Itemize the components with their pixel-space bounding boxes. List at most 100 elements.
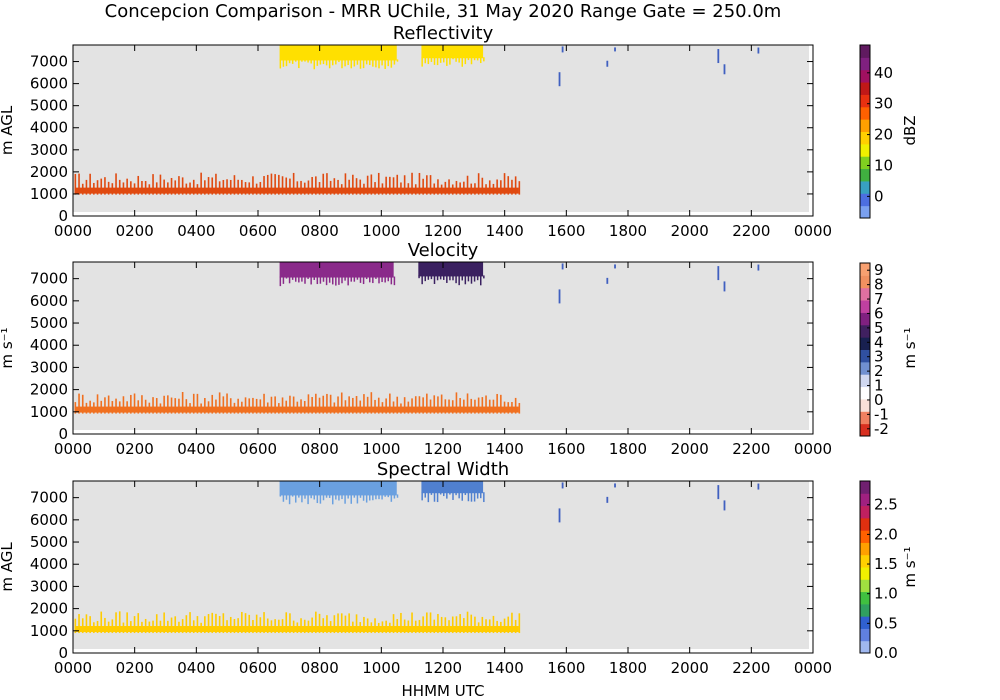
echo-streak — [291, 276, 294, 280]
band-streak — [485, 184, 487, 195]
echo-streak — [298, 494, 300, 498]
x-tick-label: 2000 — [671, 659, 709, 677]
band-streak — [433, 183, 436, 195]
colorbar-segment — [860, 193, 870, 207]
colorbar-tick-label: 2 — [874, 362, 884, 380]
band-streak — [448, 620, 450, 634]
band-streak — [303, 619, 306, 634]
band-streak — [215, 399, 217, 414]
echo-streak — [446, 57, 448, 66]
band-streak — [115, 612, 117, 634]
band-streak — [204, 616, 206, 634]
y-tick-label: 0 — [58, 425, 68, 443]
band-streak — [167, 620, 169, 634]
echo-streak — [359, 494, 362, 498]
band-streak — [433, 395, 436, 414]
band-streak — [333, 178, 336, 195]
band-streak — [511, 179, 513, 195]
band-streak — [107, 181, 110, 195]
colorbar-tick-label: 2.0 — [874, 525, 898, 543]
band-streak — [422, 397, 424, 414]
x-tick-label: 0000 — [54, 659, 92, 677]
echo-streak — [381, 276, 383, 283]
colorbar-frame — [859, 44, 871, 219]
band-streak — [285, 400, 288, 414]
band-streak — [355, 396, 358, 414]
echo-streak — [384, 494, 386, 497]
band-streak — [481, 616, 484, 634]
band-streak — [385, 620, 387, 634]
echo-streak — [473, 275, 476, 282]
echo-streak — [279, 276, 282, 287]
echo-streak — [433, 492, 436, 502]
band-streak — [414, 620, 417, 634]
band-streak — [448, 179, 450, 195]
band-streak — [211, 177, 214, 195]
band-streak — [185, 615, 188, 634]
colorbar-segment — [860, 119, 870, 132]
upper-echo — [421, 481, 484, 494]
x-tick-label: 1000 — [362, 659, 400, 677]
echo-streak — [310, 494, 312, 499]
echo-streak — [424, 275, 426, 282]
y-tick-label: 5000 — [30, 533, 68, 551]
band-streak — [396, 619, 399, 634]
band-streak — [463, 399, 465, 414]
band-streak — [241, 179, 243, 195]
band-streak — [514, 176, 517, 195]
band-streak — [85, 402, 88, 414]
colorbar-segment — [860, 517, 870, 531]
echo-streak — [372, 494, 374, 501]
echo-streak — [381, 59, 383, 66]
band-streak — [451, 400, 454, 414]
colorbar-tick-label: 30 — [874, 95, 893, 113]
band-streak — [159, 403, 162, 414]
echo-streak — [467, 57, 470, 61]
colorbar-label: m s⁻¹ — [901, 327, 919, 368]
sparse-echo — [757, 264, 760, 271]
band-streak — [133, 183, 136, 195]
band-streak — [137, 400, 140, 414]
band-streak — [148, 621, 151, 634]
y-axis-label: m s⁻¹ — [0, 327, 16, 368]
echo-streak — [470, 492, 473, 502]
band-streak — [377, 172, 380, 195]
echo-streak — [359, 59, 362, 69]
colorbar-segment — [860, 131, 870, 145]
band-streak — [233, 619, 236, 634]
echo-streak — [476, 57, 479, 61]
colorbar-segment — [860, 361, 870, 375]
band-streak — [78, 173, 80, 195]
band-streak — [289, 395, 291, 414]
band-streak — [122, 396, 125, 414]
band-streak — [366, 396, 369, 414]
band-streak — [226, 179, 228, 195]
echo-streak — [483, 275, 485, 279]
band-streak — [359, 622, 362, 634]
band-streak — [292, 396, 295, 414]
band-streak — [137, 175, 140, 195]
echo-streak — [328, 59, 331, 69]
sparse-echo — [606, 496, 609, 503]
band-streak — [74, 173, 77, 195]
sparse-echo — [614, 483, 616, 488]
band-streak — [81, 394, 84, 414]
echo-streak — [347, 494, 349, 499]
band-streak — [400, 612, 402, 634]
x-tick-label: 1000 — [362, 222, 400, 240]
echo-streak — [424, 492, 426, 498]
band-streak — [292, 620, 295, 634]
band-streak — [311, 397, 313, 414]
echo-streak — [301, 276, 303, 282]
colorbar-tick-label: 1.0 — [874, 585, 898, 603]
y-tick-label: 6000 — [30, 511, 68, 529]
band-streak — [126, 612, 128, 634]
band-streak — [392, 614, 395, 634]
panel-1: 0000 0200 0400 0600 0800 1000 1200 1400 1600 1800… — [0, 23, 919, 240]
band-streak — [466, 175, 469, 195]
echo-streak — [347, 59, 349, 66]
panel-title: Reflectivity — [393, 23, 494, 44]
colorbar-segment — [860, 579, 870, 593]
y-tick-label: 2000 — [30, 600, 68, 618]
band-streak — [503, 618, 506, 634]
